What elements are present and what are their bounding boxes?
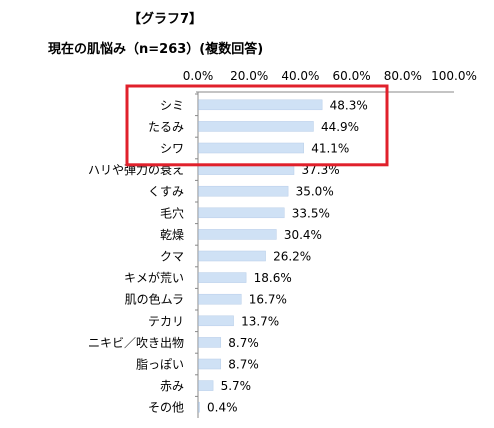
data-label: 8.7% (228, 358, 259, 372)
x-tick-label: 40.0% (281, 69, 319, 83)
category-label: キメが荒い (124, 270, 184, 285)
bar (198, 380, 214, 391)
category-label: ニキビ／吹き出物 (88, 336, 184, 350)
category-label: くすみ (148, 185, 184, 199)
x-tick-label: 80.0% (384, 69, 422, 83)
chart-title: 【グラフ7】 (128, 12, 203, 27)
data-label: 44.9% (321, 120, 359, 134)
data-label: 30.4% (284, 228, 322, 242)
data-label: 8.7% (228, 336, 259, 350)
data-label: 16.7% (249, 293, 287, 307)
bar (198, 337, 222, 348)
category-label: シワ (160, 142, 184, 156)
bar (198, 250, 266, 262)
x-tick-label: 100.0% (431, 69, 477, 83)
category-label: たるみ (148, 120, 184, 134)
data-label: 5.7% (221, 379, 252, 393)
x-tick-label: 0.0% (183, 69, 214, 83)
data-label: 41.1% (311, 142, 349, 156)
bar (198, 121, 314, 132)
bar (198, 315, 234, 327)
data-label: 48.3% (330, 98, 368, 112)
category-label: 肌の色ムラ (125, 293, 184, 307)
data-label: 33.5% (292, 206, 330, 220)
bar (198, 358, 222, 370)
bar (198, 207, 285, 219)
chart-subtitle: 現在の肌悩み（n=263）(複数回答) (48, 42, 264, 57)
bar (198, 229, 277, 240)
category-label: 毛穴 (160, 205, 184, 220)
data-label: 35.0% (296, 185, 334, 199)
bar (198, 293, 242, 305)
category-label: クマ (160, 250, 184, 264)
category-label: 脂っぽい (136, 357, 184, 372)
category-label: 乾燥 (160, 228, 184, 242)
bar (198, 185, 289, 197)
bar (198, 401, 200, 413)
data-label: 37.3% (301, 163, 339, 177)
category-label: その他 (148, 401, 184, 415)
x-tick-label: 60.0% (333, 69, 371, 83)
x-tick-label: 20.0% (230, 69, 268, 83)
bar (198, 272, 247, 283)
category-label: シミ (160, 98, 184, 112)
category-label: テカリ (148, 314, 184, 328)
data-label: 26.2% (273, 250, 311, 264)
bar (198, 99, 323, 111)
data-label: 0.4% (207, 401, 238, 415)
highlight-box (125, 84, 389, 167)
bar (198, 142, 304, 154)
data-label: 13.7% (241, 314, 279, 328)
category-label: 赤み (160, 379, 184, 393)
data-label: 18.6% (254, 271, 292, 285)
